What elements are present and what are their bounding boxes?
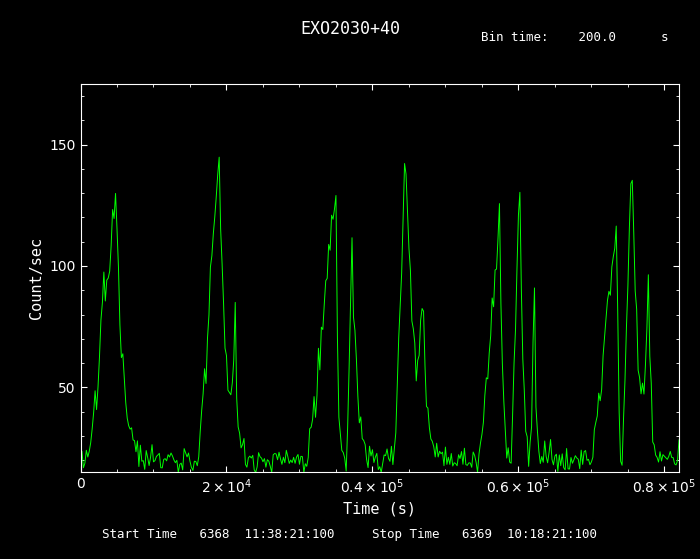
Text: EXO2030+40: EXO2030+40: [300, 20, 400, 37]
X-axis label: Time (s): Time (s): [343, 501, 416, 517]
Text: Bin time:    200.0      s: Bin time: 200.0 s: [481, 31, 668, 44]
Text: Start Time   6368  11:38:21:100     Stop Time   6369  10:18:21:100: Start Time 6368 11:38:21:100 Stop Time 6…: [102, 528, 598, 541]
Y-axis label: Count/sec: Count/sec: [29, 237, 43, 319]
